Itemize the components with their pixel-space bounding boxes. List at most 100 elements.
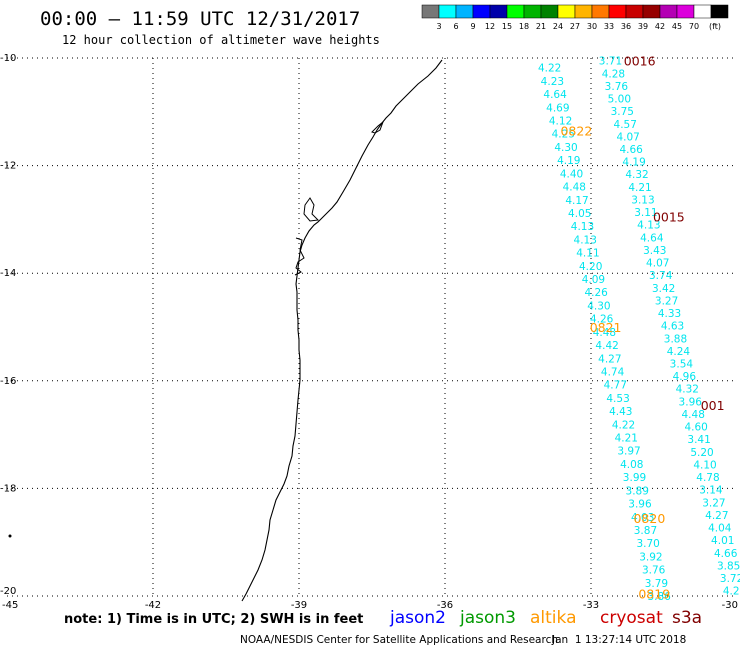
swh-value-label: 4.22 — [612, 419, 635, 431]
lat-tick-label: -12 — [0, 161, 16, 172]
swh-value-label: 4.43 — [609, 406, 632, 418]
swh-value-label: 4.66 — [619, 144, 643, 156]
swh-value-label: 4.32 — [676, 384, 699, 396]
color-tick-label: 12 — [485, 22, 495, 31]
swh-value-label: 4.30 — [554, 142, 577, 154]
swh-value-label: 3.13 — [631, 194, 654, 206]
swh-value-label: 4.12 — [549, 116, 572, 128]
color-tick-label: 33 — [604, 22, 614, 31]
coast-islet — [371, 120, 385, 134]
lat-tick-label: -10 — [0, 53, 16, 64]
swh-value-label: 3.75 — [611, 106, 634, 118]
swh-value-label: 4.42 — [595, 340, 618, 352]
swh-value-label: 4.77 — [604, 380, 627, 392]
color-tick-label: 70 — [689, 22, 699, 31]
coast-bay — [303, 197, 320, 222]
swh-value-label: 4.19 — [557, 155, 580, 167]
swh-value-label: 3.85 — [717, 560, 740, 572]
legend-jason2: jason2 — [390, 608, 446, 628]
lat-tick-label: -18 — [0, 483, 16, 494]
swh-value-label: 4.66 — [714, 548, 738, 560]
swh-value-label: 4.07 — [646, 258, 669, 270]
swh-value-label: 4.29 — [723, 586, 740, 598]
pass-time-label: 0820 — [633, 511, 665, 526]
color-tick-label: 42 — [655, 22, 665, 31]
swh-value-label: 4.01 — [711, 535, 734, 547]
page-title: 00:00 – 11:59 UTC 12/31/2017 — [40, 8, 361, 30]
legend-cryosat: cryosat — [600, 608, 663, 628]
pass-time-label: 0821 — [590, 320, 622, 335]
swh-value-label: 3.96 — [679, 396, 703, 408]
coastline — [8, 59, 443, 602]
swh-value-label: 4.21 — [615, 433, 638, 445]
swh-value-label: 4.11 — [576, 248, 599, 260]
lon-tick-label: -36 — [437, 600, 453, 610]
swh-value-label: 3.76 — [605, 81, 629, 93]
swh-value-label: 3.42 — [652, 283, 675, 295]
swh-value-label: 4.07 — [616, 131, 639, 143]
altimeter-map: -45 -42 -39 -36 -33 -30 -10 -12 -14 -16 -18 -20 4.2… — [0, 53, 740, 610]
altimeter-tracks: 4.224.234.644.694.124.254.304.194.404.48… — [538, 56, 740, 603]
swh-value-label: 4.22 — [538, 63, 561, 75]
lat-lon-grid — [7, 57, 737, 597]
swh-value-label: 4.10 — [693, 459, 716, 471]
swh-value-label: 3.88 — [664, 333, 687, 345]
swh-value-label: 4.64 — [640, 232, 664, 244]
swh-value-label: 3.89 — [626, 485, 649, 497]
swh-value-label: 4.48 — [563, 182, 586, 194]
swh-value-label: 4.26 — [590, 314, 614, 326]
credit-text: NOAA/NESDIS Center for Satellite Applica… — [240, 634, 558, 646]
swh-value-label: 4.69 — [546, 102, 569, 114]
swh-value-label: 4.05 — [568, 208, 591, 220]
swh-value-label: 4.33 — [658, 308, 681, 320]
swh-value-label: 4.27 — [705, 510, 728, 522]
swh-value-label: 5.20 — [690, 447, 713, 459]
lon-tick-label: -39 — [291, 600, 307, 610]
lon-tick-label: -42 — [145, 600, 161, 610]
coast-inlet — [294, 237, 305, 276]
swh-value-label: 3.54 — [670, 359, 694, 371]
lon-tick-label: -30 — [722, 600, 738, 610]
swh-value-label: 4.53 — [606, 393, 629, 405]
swh-value-label: 4.48 — [593, 327, 616, 339]
swh-value-label: 4.13 — [571, 221, 594, 233]
swh-value-label: 4.26 — [584, 287, 608, 299]
swh-value-label: 4.64 — [543, 89, 567, 101]
color-tick-label: 6 — [453, 22, 458, 31]
swh-value-label: 3.76 — [642, 565, 666, 577]
swh-value-label: 4.28 — [602, 68, 625, 80]
color-tick-label: 15 — [502, 22, 512, 31]
color-tick-label: 45 — [672, 22, 682, 31]
swh-value-label: 3.27 — [702, 497, 725, 509]
color-tick-label: 36 — [621, 22, 631, 31]
swh-value-label: 3.43 — [643, 245, 666, 257]
swh-value-label: 4.23 — [541, 76, 564, 88]
color-tick-label: 21 — [536, 22, 546, 31]
swh-value-label: 4.20 — [579, 261, 602, 273]
swh-value-label: 4.17 — [565, 195, 588, 207]
swh-value-label: 3.86 — [647, 591, 671, 603]
color-tick-label: 39 — [638, 22, 648, 31]
color-scale-legend: 3 6 9 12 15 18 21 24 27 30 33 36 39 42 45 70 (ft) — [421, 4, 729, 31]
swh-value-label: 4.13 — [574, 234, 597, 246]
lat-tick-label: -20 — [0, 586, 16, 597]
page-subtitle: 12 hour collection of altimeter wave hei… — [62, 33, 380, 47]
swh-value-label: 4.32 — [625, 169, 648, 181]
pass-time-label: 0016 — [624, 54, 656, 69]
color-unit-label: (ft) — [709, 22, 721, 31]
swh-value-label: 4.21 — [628, 182, 651, 194]
swh-value-label: 4.63 — [661, 321, 684, 333]
color-tick-label: 27 — [570, 22, 580, 31]
swh-value-label: 3.79 — [645, 578, 668, 590]
swh-value-label: 4.96 — [673, 371, 697, 383]
coastline-path — [241, 59, 443, 602]
pass-time-label: 0015 — [653, 210, 685, 225]
lat-tick-label: -14 — [0, 268, 16, 279]
axis-labels: -45 -42 -39 -36 -33 -30 -10 -12 -14 -16 -18 -20 — [0, 53, 738, 610]
color-tick-label: 9 — [470, 22, 475, 31]
swh-value-label: 3.27 — [655, 295, 678, 307]
swh-value-label: 3.87 — [634, 525, 657, 537]
swh-value-label: 3.14 — [699, 485, 723, 497]
swh-value-label: 5.00 — [608, 94, 631, 106]
pass-time-labels: 0016 0822 0015 0821 001 0820 0819 — [560, 54, 724, 602]
